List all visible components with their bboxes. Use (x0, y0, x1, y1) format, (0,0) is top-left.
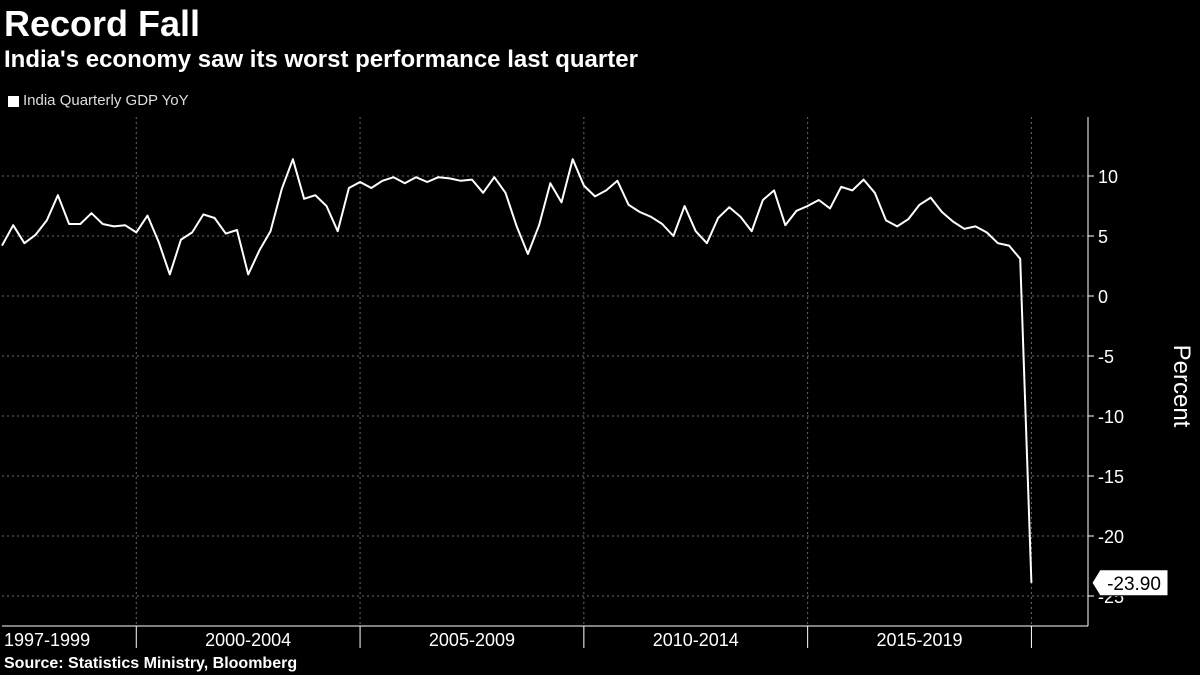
y-tick-label: -15 (1098, 467, 1124, 487)
x-tick-label: 1997-1999 (4, 630, 90, 650)
y-axis-label: Percent (1168, 345, 1195, 428)
legend-swatch (8, 95, 19, 107)
y-tick-label: -20 (1098, 527, 1124, 547)
y-tick-label: -5 (1098, 347, 1114, 367)
series-layer (1, 158, 1033, 583)
series-line (1, 158, 1033, 583)
callout-label: -23.90 (1107, 574, 1161, 595)
chart-subtitle: India's economy saw its worst performanc… (4, 46, 638, 73)
value-callout: -23.90 (1091, 569, 1169, 597)
y-tick-label: 5 (1098, 227, 1108, 247)
grid (2, 117, 1088, 626)
callout-box (1091, 569, 1169, 597)
legend-label: India Quarterly GDP YoY (23, 92, 189, 109)
source-note: Source: Statistics Ministry, Bloomberg (4, 655, 298, 672)
x-tick-label: 2000-2004 (205, 630, 291, 650)
legend: India Quarterly GDP YoY (8, 91, 189, 111)
x-tick-label: 2010-2014 (653, 630, 739, 650)
x-tick-label: 2015-2019 (876, 630, 962, 650)
y-tick-label: -10 (1098, 407, 1124, 427)
y-tick-label: 10 (1098, 167, 1118, 187)
y-tick-label: 0 (1098, 287, 1108, 307)
chart-title: Record Fall (4, 3, 201, 44)
x-tick-label: 2005-2009 (429, 630, 515, 650)
axes (2, 117, 1094, 648)
